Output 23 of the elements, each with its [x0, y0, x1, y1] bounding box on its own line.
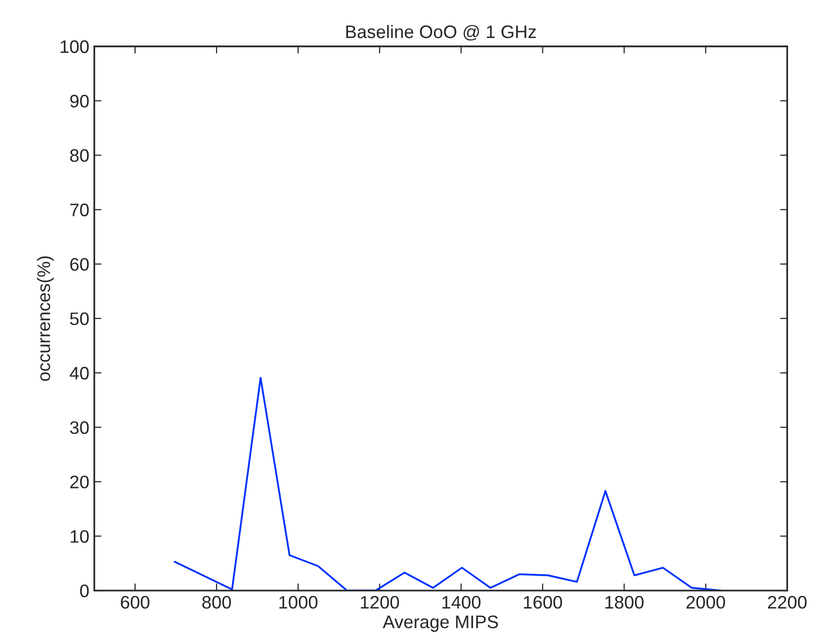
x-tick-label: 1800 [605, 596, 644, 609]
x-tick-label: 600 [120, 596, 150, 609]
x-tick-label: 1400 [442, 596, 481, 609]
x-tick-label: 2200 [768, 596, 807, 609]
x-tick-label: 800 [202, 596, 231, 609]
y-axis-title: occurrences(%) [36, 256, 54, 381]
y-tick-label: 50 [70, 312, 89, 326]
y-tick-label: 30 [70, 421, 89, 434]
y-tick-label: 10 [70, 530, 89, 543]
y-tick-label: 90 [70, 94, 89, 108]
x-axis-title: Average MIPS [382, 615, 498, 632]
y-tick-label: 60 [70, 258, 89, 271]
y-tick-label: 20 [70, 476, 89, 488]
y-tick-label: 0 [80, 584, 89, 598]
x-tick-label: 1200 [360, 596, 399, 609]
x-tick-label: 2000 [686, 596, 726, 609]
chart-title: Baseline OoO @ 1 GHz [346, 24, 536, 41]
x-tick-label: 1600 [524, 596, 562, 609]
x-tick-label: 1000 [279, 596, 318, 609]
y-tick-label: 80 [70, 149, 89, 162]
y-tick-label: 100 [60, 40, 89, 54]
y-tick-label: 40 [70, 366, 89, 380]
y-tick-label: 70 [70, 204, 89, 216]
